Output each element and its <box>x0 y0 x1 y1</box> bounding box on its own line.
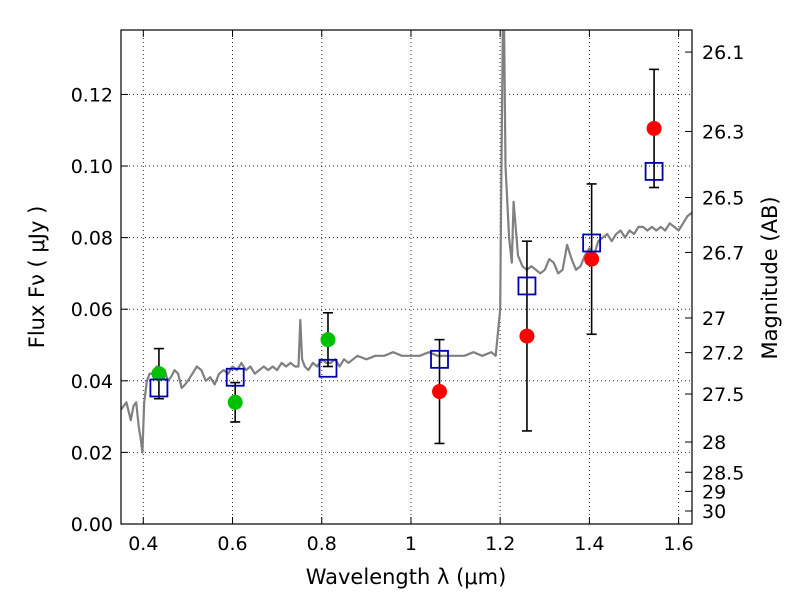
axis-ticks: 0.4 0.6 0.8 1 1.2 1.4 1.6 0.00 0.02 0.04 0.06 0.08 0… <box>71 30 744 555</box>
series-1 <box>151 311 336 423</box>
y-axis-label: Flux Fν ( μJy ) <box>25 206 49 349</box>
model-spectrum-line <box>121 30 692 454</box>
y2-axis-label: Magnitude (AB) <box>758 196 782 359</box>
x-axis-label: Wavelength λ (μm) <box>306 565 507 589</box>
x-tick-label: 1.4 <box>574 533 604 555</box>
x-tick-label: 0.6 <box>217 533 247 555</box>
y-tick-label: 0.08 <box>71 228 113 250</box>
plot-frame <box>120 29 693 525</box>
y2-tick-label: 27.5 <box>702 384 744 406</box>
y2-tick-label: 26.5 <box>702 188 744 210</box>
y-tick-label: 0.02 <box>71 442 113 464</box>
model-point <box>318 358 338 378</box>
y2-tick-label: 26.3 <box>702 121 744 143</box>
y2-tick-label: 28.5 <box>702 462 744 484</box>
data-point <box>151 366 167 382</box>
x-tick-label: 1 <box>405 533 417 555</box>
y2-tick-label: 26.7 <box>702 242 744 264</box>
y-tick-label: 0.10 <box>71 156 113 178</box>
y2-tick-label: 30 <box>702 501 726 523</box>
series-0 <box>121 30 692 454</box>
model-point <box>517 276 537 296</box>
model-point <box>644 161 664 181</box>
y2-tick-label: 27.2 <box>702 343 744 365</box>
x-tick-label: 1.2 <box>485 533 515 555</box>
y2-tick-label: 26.1 <box>702 42 744 64</box>
y-tick-label: 0.06 <box>71 299 113 321</box>
data-point <box>646 120 662 136</box>
model-point <box>149 378 169 398</box>
x-tick-label: 0.4 <box>128 533 158 555</box>
model-point <box>582 233 602 253</box>
series-2 <box>432 68 662 445</box>
grid-lines <box>121 30 692 525</box>
x-tick-label: 1.6 <box>664 533 694 555</box>
model-point <box>225 367 245 387</box>
x-tick-label: 0.8 <box>307 533 337 555</box>
data-point <box>584 251 600 267</box>
data-point <box>519 328 535 344</box>
y-tick-label: 0.00 <box>71 514 113 536</box>
y2-tick-label: 28 <box>702 432 726 454</box>
y-tick-label: 0.12 <box>71 84 113 106</box>
data-point <box>432 384 448 400</box>
y-tick-label: 0.04 <box>71 371 113 393</box>
y2-tick-label: 29 <box>702 481 726 503</box>
model-point <box>430 349 449 369</box>
y2-tick-label: 27 <box>702 308 726 330</box>
plot-data <box>121 30 692 454</box>
data-point <box>320 332 336 348</box>
series-3 <box>149 161 664 398</box>
data-point <box>227 394 243 410</box>
